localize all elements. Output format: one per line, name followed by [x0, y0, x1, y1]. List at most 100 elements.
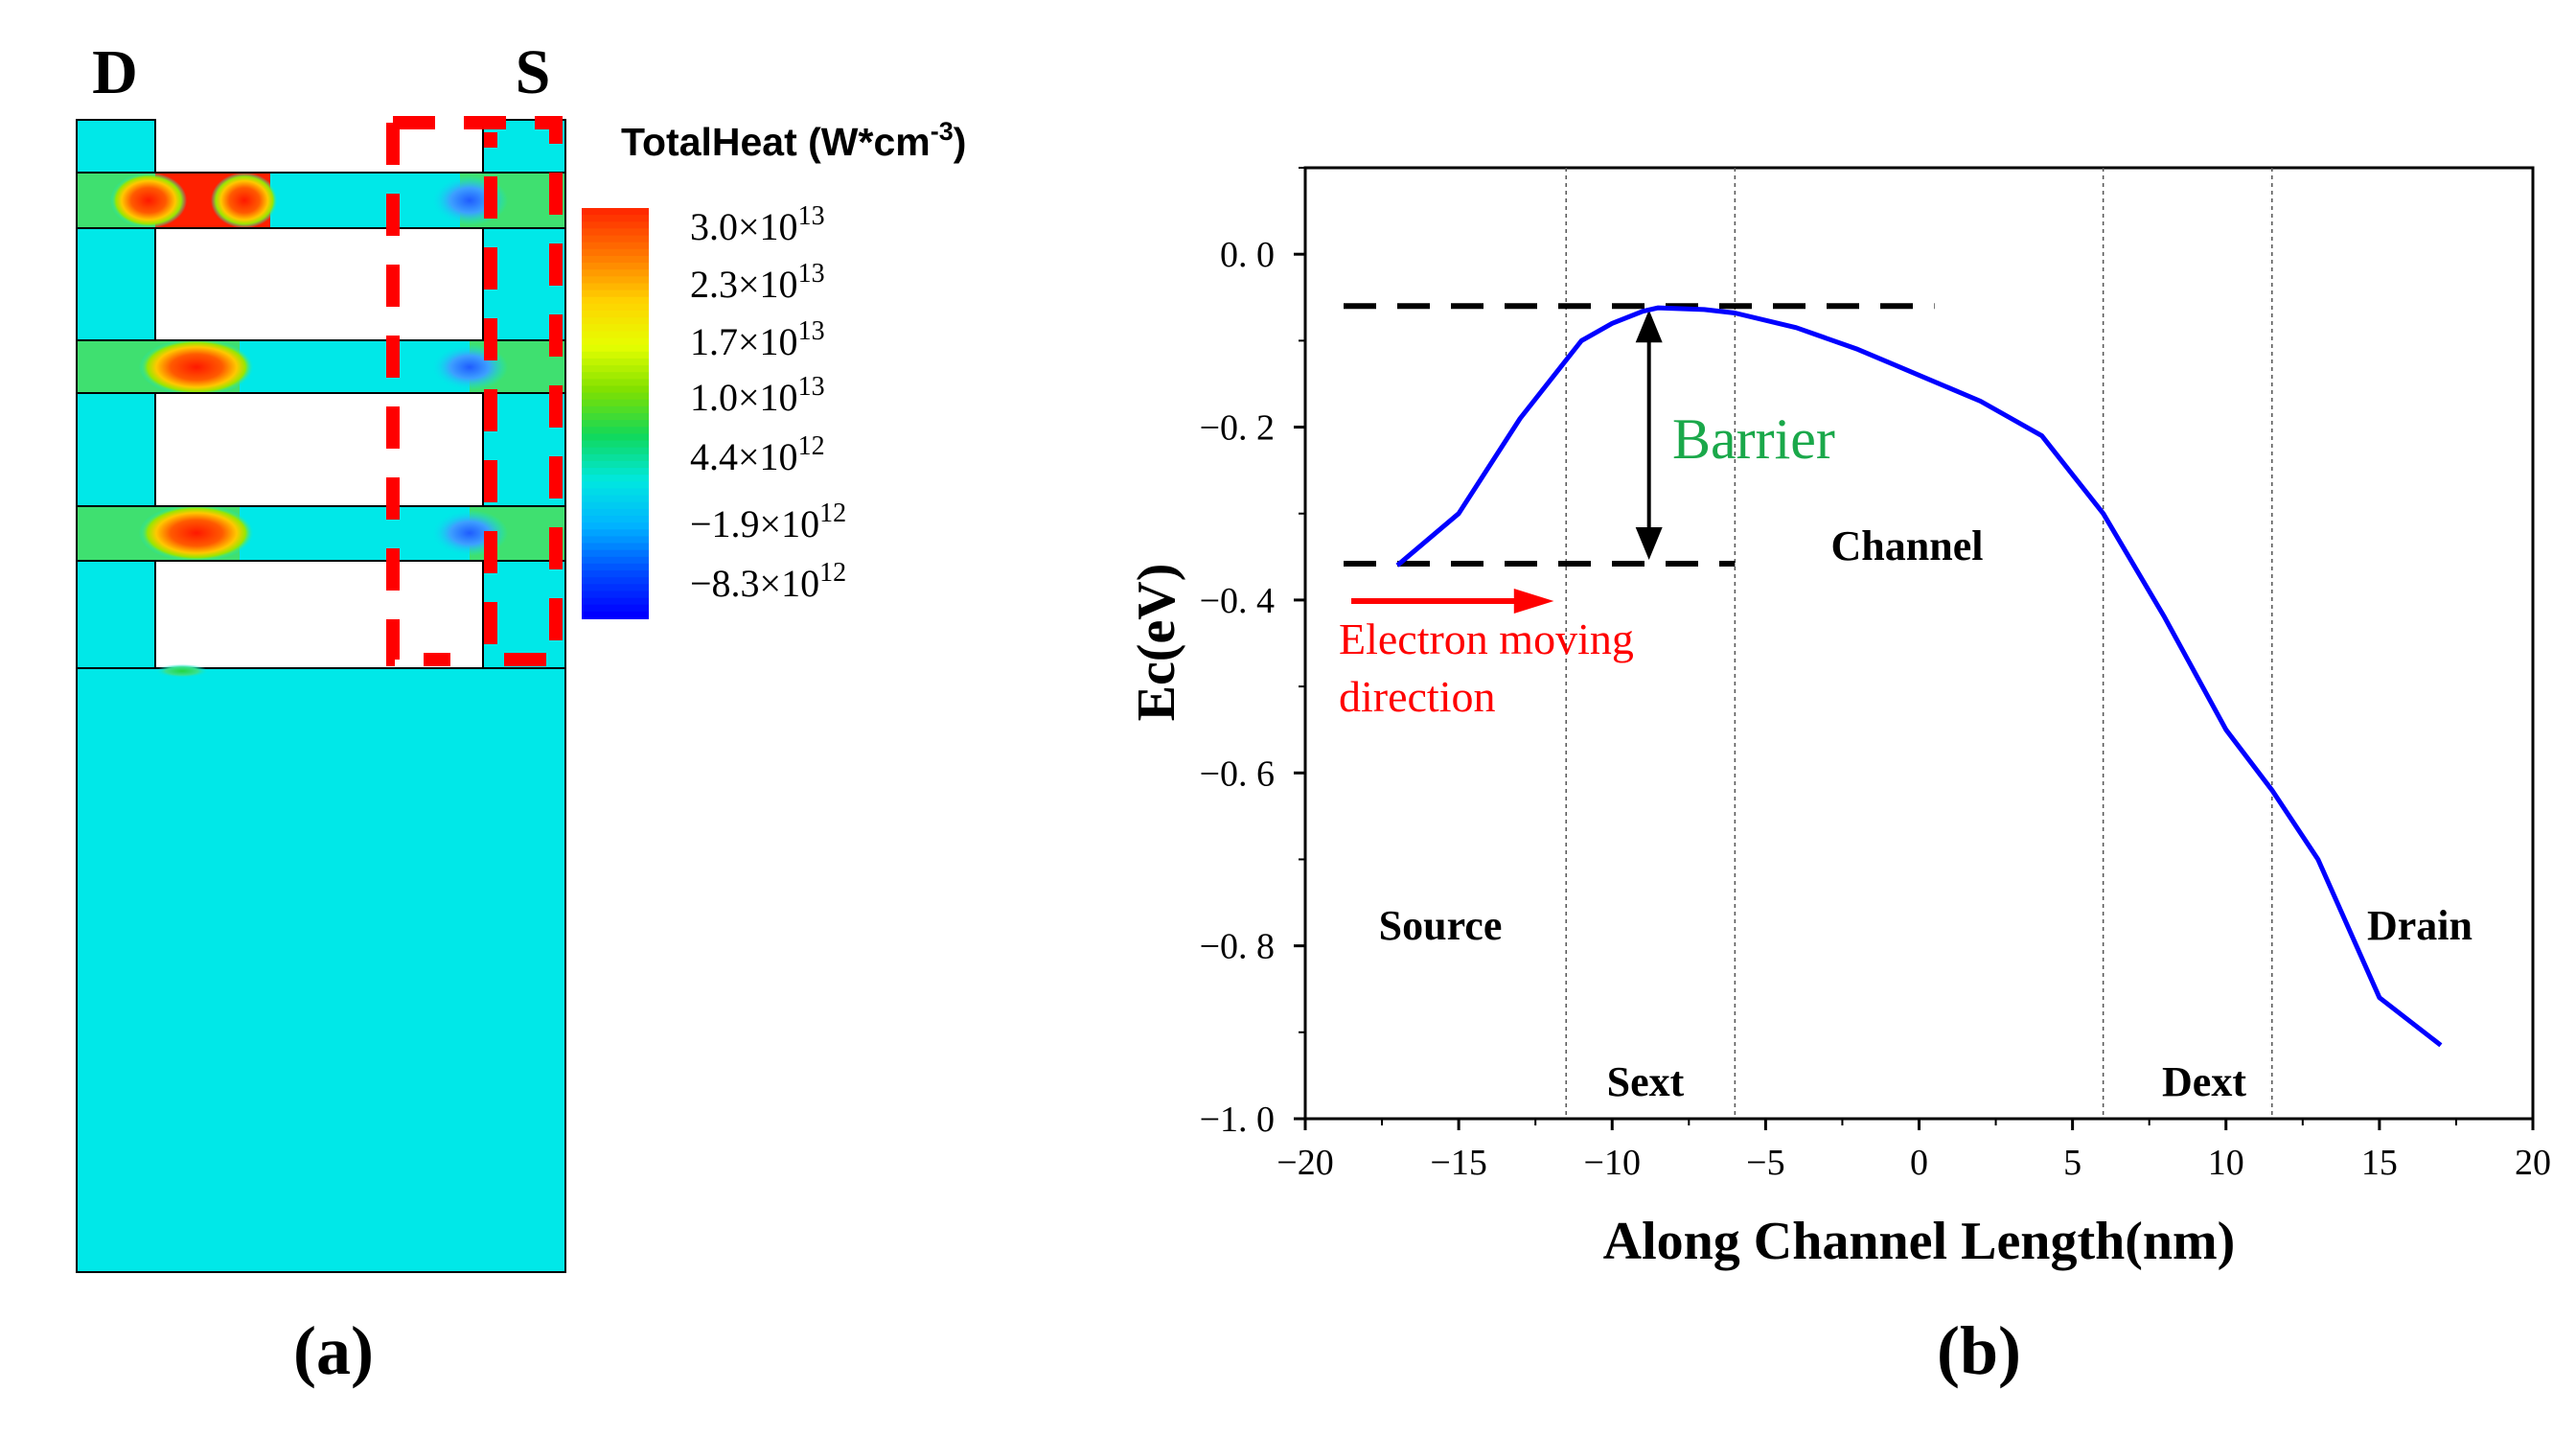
panel-a: D S [76, 37, 966, 1389]
x-tick-label: 5 [2063, 1143, 2082, 1183]
colorbar-band [582, 468, 649, 476]
barrier-arrow-head-up [1635, 310, 1663, 343]
gate-cavity-1 [154, 227, 484, 341]
colorbar-band [582, 563, 649, 572]
colorbar-band [582, 276, 649, 285]
y-tick-label: 0. 0 [1220, 235, 1275, 275]
colorbar-tick-labels: 3.0×1013 2.3×1013 1.7×1013 1.0×1013 4.4×1012… [690, 201, 846, 605]
colorbar-band [582, 263, 649, 271]
substrate-region [76, 667, 566, 1273]
colorbar-band [582, 372, 649, 381]
x-tick-label: −20 [1276, 1143, 1333, 1183]
colorbar-band [582, 475, 649, 483]
panel-b: −20 −15 −10 −5 0 5 10 15 20 0. 0 −0. 2 −0. 4 −0. 6 −0… [1127, 166, 2551, 1389]
y-tick-label: −0. 8 [1200, 927, 1275, 967]
y-tick-label: −0. 4 [1200, 581, 1275, 621]
x-tick-label: 15 [2361, 1143, 2398, 1183]
device-structure [76, 116, 566, 1273]
colorbar-band [582, 591, 649, 599]
x-tick-label: −5 [1746, 1143, 1784, 1183]
colorbar-tick-label: −1.9×1012 [690, 498, 846, 545]
barrier-annotation: Barrier [1672, 407, 1835, 471]
colorbar-band [582, 337, 649, 346]
colorbar-band [582, 235, 649, 243]
colorbar-band [582, 324, 649, 333]
colorbar-band [582, 549, 649, 558]
panel-b-label: (b) [1937, 1312, 2021, 1389]
region-label-channel: Channel [1831, 522, 1984, 569]
colorbar-band [582, 508, 649, 517]
colorbar-band [582, 228, 649, 237]
colorbar-tick-label: 2.3×1013 [690, 259, 825, 306]
colorbar-band [582, 447, 649, 455]
x-tick-label: −10 [1584, 1143, 1641, 1183]
colorbar-band [582, 242, 649, 250]
colorbar: TotalHeat (W*cm-3) 3.0×1013 2.3×1013 1.7×1… [582, 117, 966, 619]
substrate-glow [155, 664, 209, 678]
colorbar-band [582, 208, 649, 217]
colorbar-band [582, 358, 649, 367]
colorbar-tick-label: 4.4×1012 [690, 431, 825, 478]
colorbar-band [582, 495, 649, 503]
drain-terminal-label: D [92, 37, 138, 107]
region-label-source: Source [1379, 902, 1503, 949]
colorbar-band [582, 283, 649, 291]
colorbar-band [582, 543, 649, 551]
colorbar-band [582, 385, 649, 394]
x-tick-label: 10 [2208, 1143, 2244, 1183]
colorbar-band [582, 248, 649, 257]
colorbar-tick-label: −8.3×1012 [690, 558, 846, 605]
y-tick-label: −0. 6 [1200, 753, 1275, 794]
colorbar-band [582, 604, 649, 613]
colorbar-band [582, 420, 649, 429]
colorbar-band [582, 331, 649, 339]
colorbar-band [582, 611, 649, 619]
colorbar-band [582, 290, 649, 298]
ec-series-line [1395, 305, 2443, 1048]
colorbar-band [582, 351, 649, 359]
barrier-arrow-head-down [1635, 527, 1663, 561]
x-tick-label: −15 [1430, 1143, 1486, 1183]
y-axis-label: Ec(eV) [1127, 564, 1186, 722]
colorbar-tick-label: 1.7×1013 [690, 316, 825, 363]
y-tick-label: −1. 0 [1200, 1100, 1275, 1140]
electron-arrow-head [1513, 589, 1554, 614]
region-label-dext: Dext [2162, 1058, 2246, 1105]
colorbar-band [582, 317, 649, 326]
colorbar-band [582, 577, 649, 586]
ec-plot: −20 −15 −10 −5 0 5 10 15 20 0. 0 −0. 2 −0. 4 −0. 6 −0… [1127, 166, 2551, 1271]
colorbar-band [582, 536, 649, 545]
colorbar-band [582, 516, 649, 524]
colorbar-tick-label: 1.0×1013 [690, 372, 825, 419]
colorbar-band [582, 440, 649, 449]
region-label-sext: Sext [1607, 1058, 1685, 1105]
colorbar-band [582, 344, 649, 353]
panel-a-label: (a) [293, 1312, 374, 1389]
highlight-box [386, 116, 563, 666]
colorbar-band [582, 296, 649, 305]
colorbar-band [582, 597, 649, 606]
colorbar-band [582, 365, 649, 374]
colorbar-band [582, 215, 649, 223]
colorbar-band [582, 255, 649, 265]
gate-cavity-3 [154, 560, 484, 669]
gate-cavity-2 [154, 392, 484, 507]
colorbar-band [582, 392, 649, 401]
colorbar-band [582, 413, 649, 422]
colorbar-band [582, 556, 649, 565]
colorbar-band [582, 433, 649, 442]
source-terminal-label: S [516, 37, 551, 107]
colorbar-band [582, 303, 649, 312]
x-tick-label: 20 [2515, 1143, 2551, 1183]
colorbar-band [582, 501, 649, 510]
colorbar-band [582, 453, 649, 462]
x-axis-label: Along Channel Length(nm) [1603, 1212, 2236, 1271]
colorbar-band [582, 399, 649, 407]
region-label-drain: Drain [2367, 902, 2472, 949]
y-tick-label: −0. 2 [1200, 408, 1275, 449]
colorbar-band [582, 460, 649, 470]
x-tick-label: 0 [1910, 1143, 1928, 1183]
colorbar-band [582, 427, 649, 435]
colorbar-band [582, 481, 649, 490]
